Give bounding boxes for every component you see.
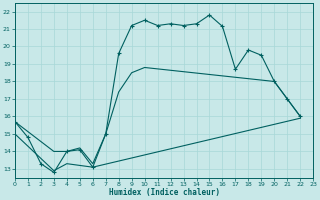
X-axis label: Humidex (Indice chaleur): Humidex (Indice chaleur) xyxy=(108,188,220,197)
